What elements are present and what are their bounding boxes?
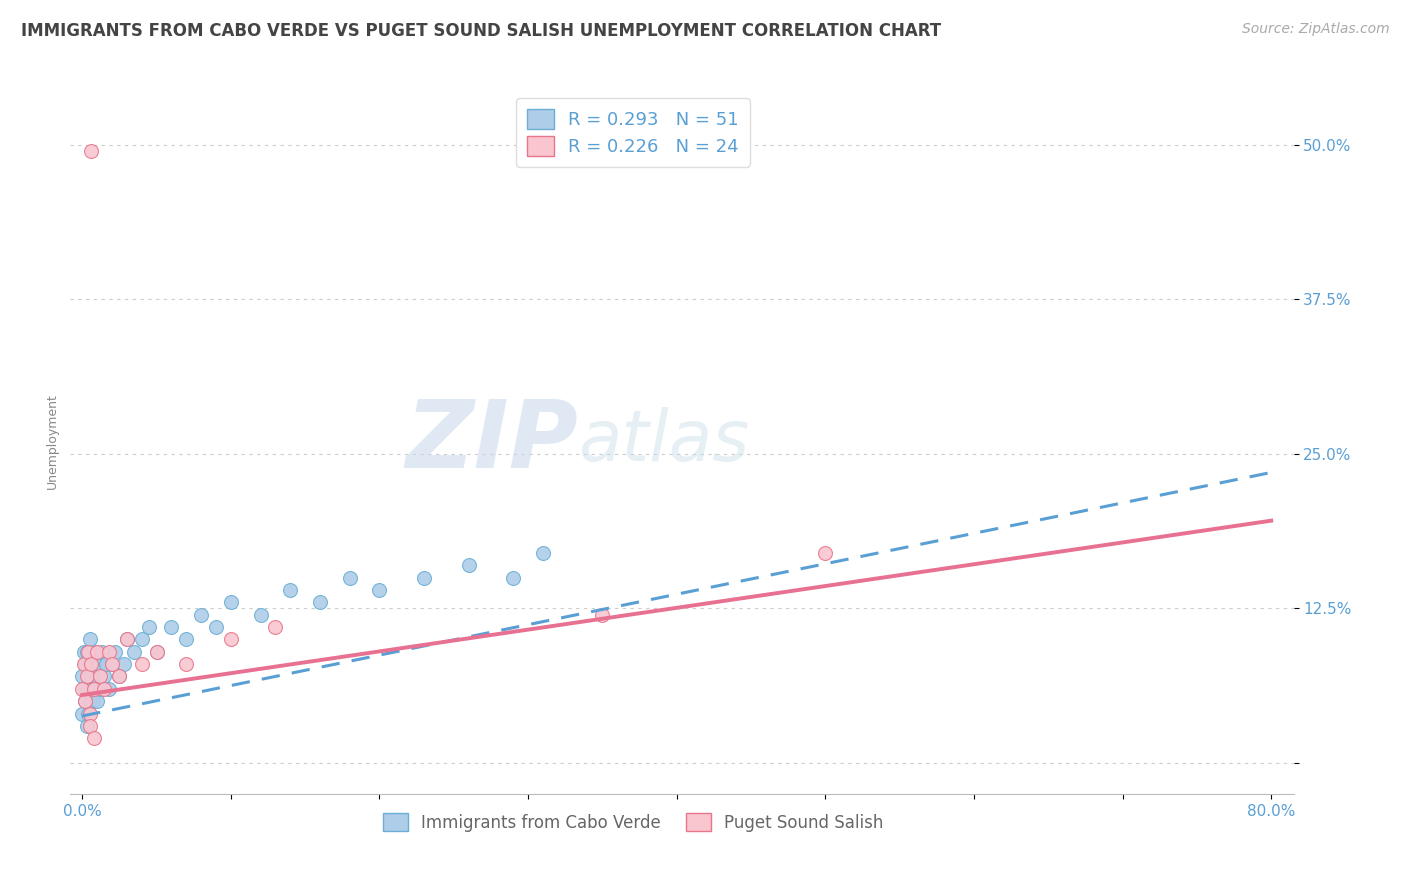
- Point: [86, 669, 108, 683]
- Y-axis label: Unemployment: Unemployment: [46, 393, 59, 490]
- Point: [82, 694, 104, 708]
- Point: [73, 681, 96, 696]
- Point: [160, 620, 183, 634]
- Point: [219, 595, 242, 609]
- Point: [278, 582, 301, 597]
- Point: [93, 669, 115, 683]
- Point: [89, 669, 111, 683]
- Point: [502, 570, 524, 584]
- Point: [75, 657, 97, 671]
- Text: atlas: atlas: [578, 407, 749, 476]
- Point: [79, 694, 101, 708]
- Point: [457, 558, 479, 573]
- Point: [79, 706, 101, 721]
- Point: [77, 645, 100, 659]
- Point: [76, 719, 98, 733]
- Point: [76, 681, 98, 696]
- Point: [75, 694, 97, 708]
- Point: [93, 681, 115, 696]
- Point: [104, 645, 127, 659]
- Point: [73, 645, 96, 659]
- Point: [145, 645, 167, 659]
- Point: [83, 731, 105, 746]
- Point: [413, 570, 436, 584]
- Point: [131, 632, 153, 647]
- Point: [115, 632, 138, 647]
- Point: [86, 645, 108, 659]
- Point: [73, 657, 96, 671]
- Point: [77, 669, 100, 683]
- Point: [112, 657, 135, 671]
- Point: [70, 681, 93, 696]
- Point: [80, 144, 103, 158]
- Point: [108, 669, 131, 683]
- Point: [77, 706, 100, 721]
- Point: [190, 607, 212, 622]
- Point: [309, 595, 332, 609]
- Point: [79, 719, 101, 733]
- Point: [76, 669, 98, 683]
- Text: Source: ZipAtlas.com: Source: ZipAtlas.com: [1241, 22, 1389, 37]
- Point: [205, 620, 228, 634]
- Point: [80, 681, 103, 696]
- Legend: Immigrants from Cabo Verde, Puget Sound Salish: Immigrants from Cabo Verde, Puget Sound …: [375, 806, 890, 838]
- Point: [79, 632, 101, 647]
- Point: [814, 546, 837, 560]
- Point: [131, 657, 153, 671]
- Point: [97, 645, 120, 659]
- Point: [84, 645, 107, 659]
- Point: [83, 681, 105, 696]
- Point: [75, 694, 97, 708]
- Point: [90, 645, 112, 659]
- Point: [145, 645, 167, 659]
- Point: [368, 582, 391, 597]
- Point: [86, 694, 108, 708]
- Point: [87, 657, 110, 671]
- Point: [101, 657, 124, 671]
- Point: [80, 669, 103, 683]
- Point: [174, 632, 197, 647]
- Point: [264, 620, 287, 634]
- Point: [219, 632, 242, 647]
- Text: IMMIGRANTS FROM CABO VERDE VS PUGET SOUND SALISH UNEMPLOYMENT CORRELATION CHART: IMMIGRANTS FROM CABO VERDE VS PUGET SOUN…: [21, 22, 941, 40]
- Point: [531, 546, 554, 560]
- Point: [83, 657, 105, 671]
- Point: [101, 657, 124, 671]
- Text: ZIP: ZIP: [405, 395, 578, 488]
- Point: [339, 570, 361, 584]
- Point: [108, 669, 131, 683]
- Point: [174, 657, 197, 671]
- Point: [70, 706, 93, 721]
- Point: [591, 607, 613, 622]
- Point: [97, 681, 120, 696]
- Point: [122, 645, 145, 659]
- Point: [138, 620, 160, 634]
- Point: [89, 681, 111, 696]
- Point: [94, 657, 117, 671]
- Point: [80, 657, 103, 671]
- Point: [76, 645, 98, 659]
- Point: [249, 607, 271, 622]
- Point: [83, 681, 105, 696]
- Point: [79, 657, 101, 671]
- Point: [115, 632, 138, 647]
- Point: [70, 669, 93, 683]
